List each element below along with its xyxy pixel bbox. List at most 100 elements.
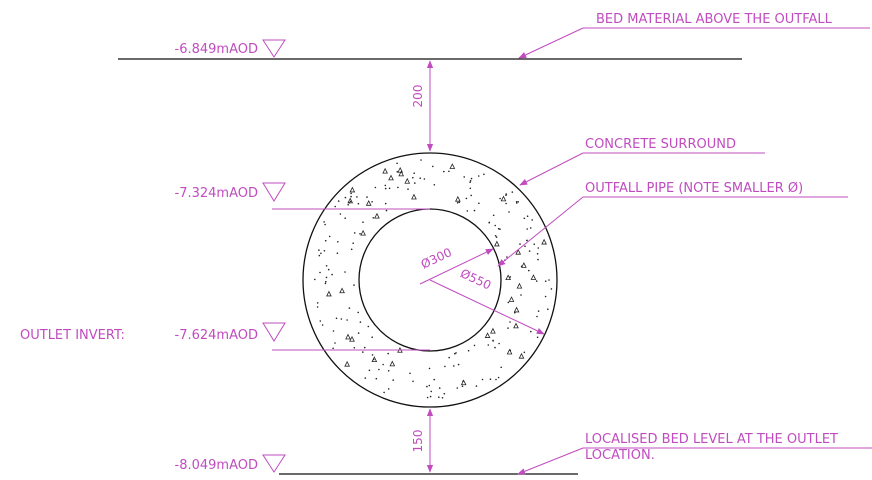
stipple-dot [375, 377, 378, 380]
aggregate-mark [374, 212, 380, 219]
aggregate-mark [389, 360, 396, 367]
stipple-dot [344, 196, 347, 199]
stipple-dot [544, 295, 547, 298]
stipple-dot [533, 243, 535, 245]
stipple-dot [314, 278, 316, 281]
aggregate-mark [508, 296, 515, 302]
stipple-dot [473, 209, 476, 212]
stipple-dot [384, 202, 387, 205]
stipple-dot [511, 191, 514, 193]
stipple-dot [357, 202, 360, 205]
aggregate-mark [455, 195, 461, 202]
stipple-dot [550, 288, 553, 290]
stipple-dot [536, 336, 539, 339]
aggregate-mark [349, 186, 356, 193]
stipple-dot [344, 217, 347, 219]
aggregate-mark [365, 200, 372, 206]
stipple-dot [481, 378, 484, 381]
stipple-dot [368, 369, 371, 372]
stipple-dot [412, 176, 414, 179]
callout-localised-line2: LOCATION. [585, 448, 655, 463]
stipple-dot [334, 205, 337, 208]
callout-localised-line1: LOCALISED BED LEVEL AT THE OUTLET [585, 432, 838, 447]
stipple-dot [456, 387, 459, 389]
stipple-dot [494, 346, 496, 349]
leader-bed-material [519, 27, 870, 58]
stipple-dot [536, 253, 539, 255]
aggregate-mark [347, 197, 354, 204]
stipple-dot [382, 363, 384, 366]
stipple-dot [507, 327, 509, 329]
stipple-dot [347, 204, 350, 206]
level-triangle-invert [262, 322, 286, 342]
stipple-dot [489, 378, 492, 381]
stipple-dot [438, 396, 440, 399]
callout-bed-material: BED MATERIAL ABOVE THE OUTFALL [596, 12, 833, 27]
stipple-dot [325, 276, 328, 279]
stipple-dot [462, 380, 464, 382]
aggregate-mark [382, 167, 388, 174]
stipple-dot [325, 280, 327, 283]
stipple-dot [466, 210, 469, 212]
stipple-dot [359, 321, 362, 323]
aggregate-mark [360, 229, 366, 236]
stipple-dot [412, 380, 414, 383]
stipple-dot [477, 175, 480, 177]
stipple-dot [497, 376, 500, 379]
dimension-line-outer-diameter [429, 279, 545, 335]
stipple-dot [469, 187, 472, 190]
stipple-dot [350, 192, 352, 195]
stipple-dot [420, 159, 422, 161]
level-label-bed-local: -8.049mAOD [175, 458, 258, 473]
aggregate-mark [521, 262, 527, 268]
concrete-surround-circle [302, 152, 558, 408]
aggregate-mark [490, 327, 496, 334]
stipple-dot [357, 332, 360, 334]
aggregate-mark [515, 248, 522, 255]
stipple-dot [495, 378, 497, 381]
stipple-dot [497, 227, 500, 230]
stipple-dot [456, 202, 459, 204]
stipple-dot [509, 276, 512, 278]
stipple-dot [537, 247, 540, 249]
stipple-dot [397, 186, 399, 189]
callout-concrete: CONCRETE SURROUND [585, 137, 736, 152]
stipple-dot [346, 319, 348, 321]
level-label-invert: -7.624mAOD [175, 328, 258, 343]
stipple-dot [433, 378, 436, 381]
stipple-dot [428, 384, 431, 387]
dimension-line-inner-diameter [419, 248, 494, 285]
stipple-dot [374, 186, 377, 189]
stipple-dot [465, 197, 468, 200]
level-triangle-crown [262, 182, 286, 202]
dimension-text-cover-bottom: 150 [411, 430, 425, 453]
stipple-dot [371, 336, 374, 339]
aggregate-mark [530, 274, 537, 280]
stipple-dot [337, 241, 339, 243]
stipple-dot [526, 228, 528, 230]
stipple-dot [467, 349, 470, 352]
stipple-dot [367, 325, 370, 328]
stipple-dot [332, 347, 334, 350]
stipple-dot [384, 187, 387, 190]
stipple-dot [441, 397, 444, 399]
stipple-dot [537, 310, 540, 312]
stipple-dot [487, 344, 490, 346]
stipple-dot [353, 347, 356, 349]
stipple-dot [515, 201, 518, 203]
stipple-dot [419, 177, 422, 179]
stipple-dot [318, 249, 320, 251]
aggregate-mark [541, 238, 547, 245]
aggregate-mark [404, 177, 411, 184]
concrete-stipple [314, 159, 553, 399]
aggregate-mark [344, 360, 350, 367]
stipple-dot [364, 377, 367, 379]
stipple-dot [323, 250, 326, 252]
aggregate-mark [500, 195, 507, 202]
stipple-dot [321, 324, 324, 326]
stipple-dot [508, 211, 510, 213]
aggregate-mark [397, 166, 404, 173]
stipple-dot [523, 351, 526, 354]
level-triangle-bed-top [262, 39, 286, 58]
stipple-dot [461, 385, 464, 388]
